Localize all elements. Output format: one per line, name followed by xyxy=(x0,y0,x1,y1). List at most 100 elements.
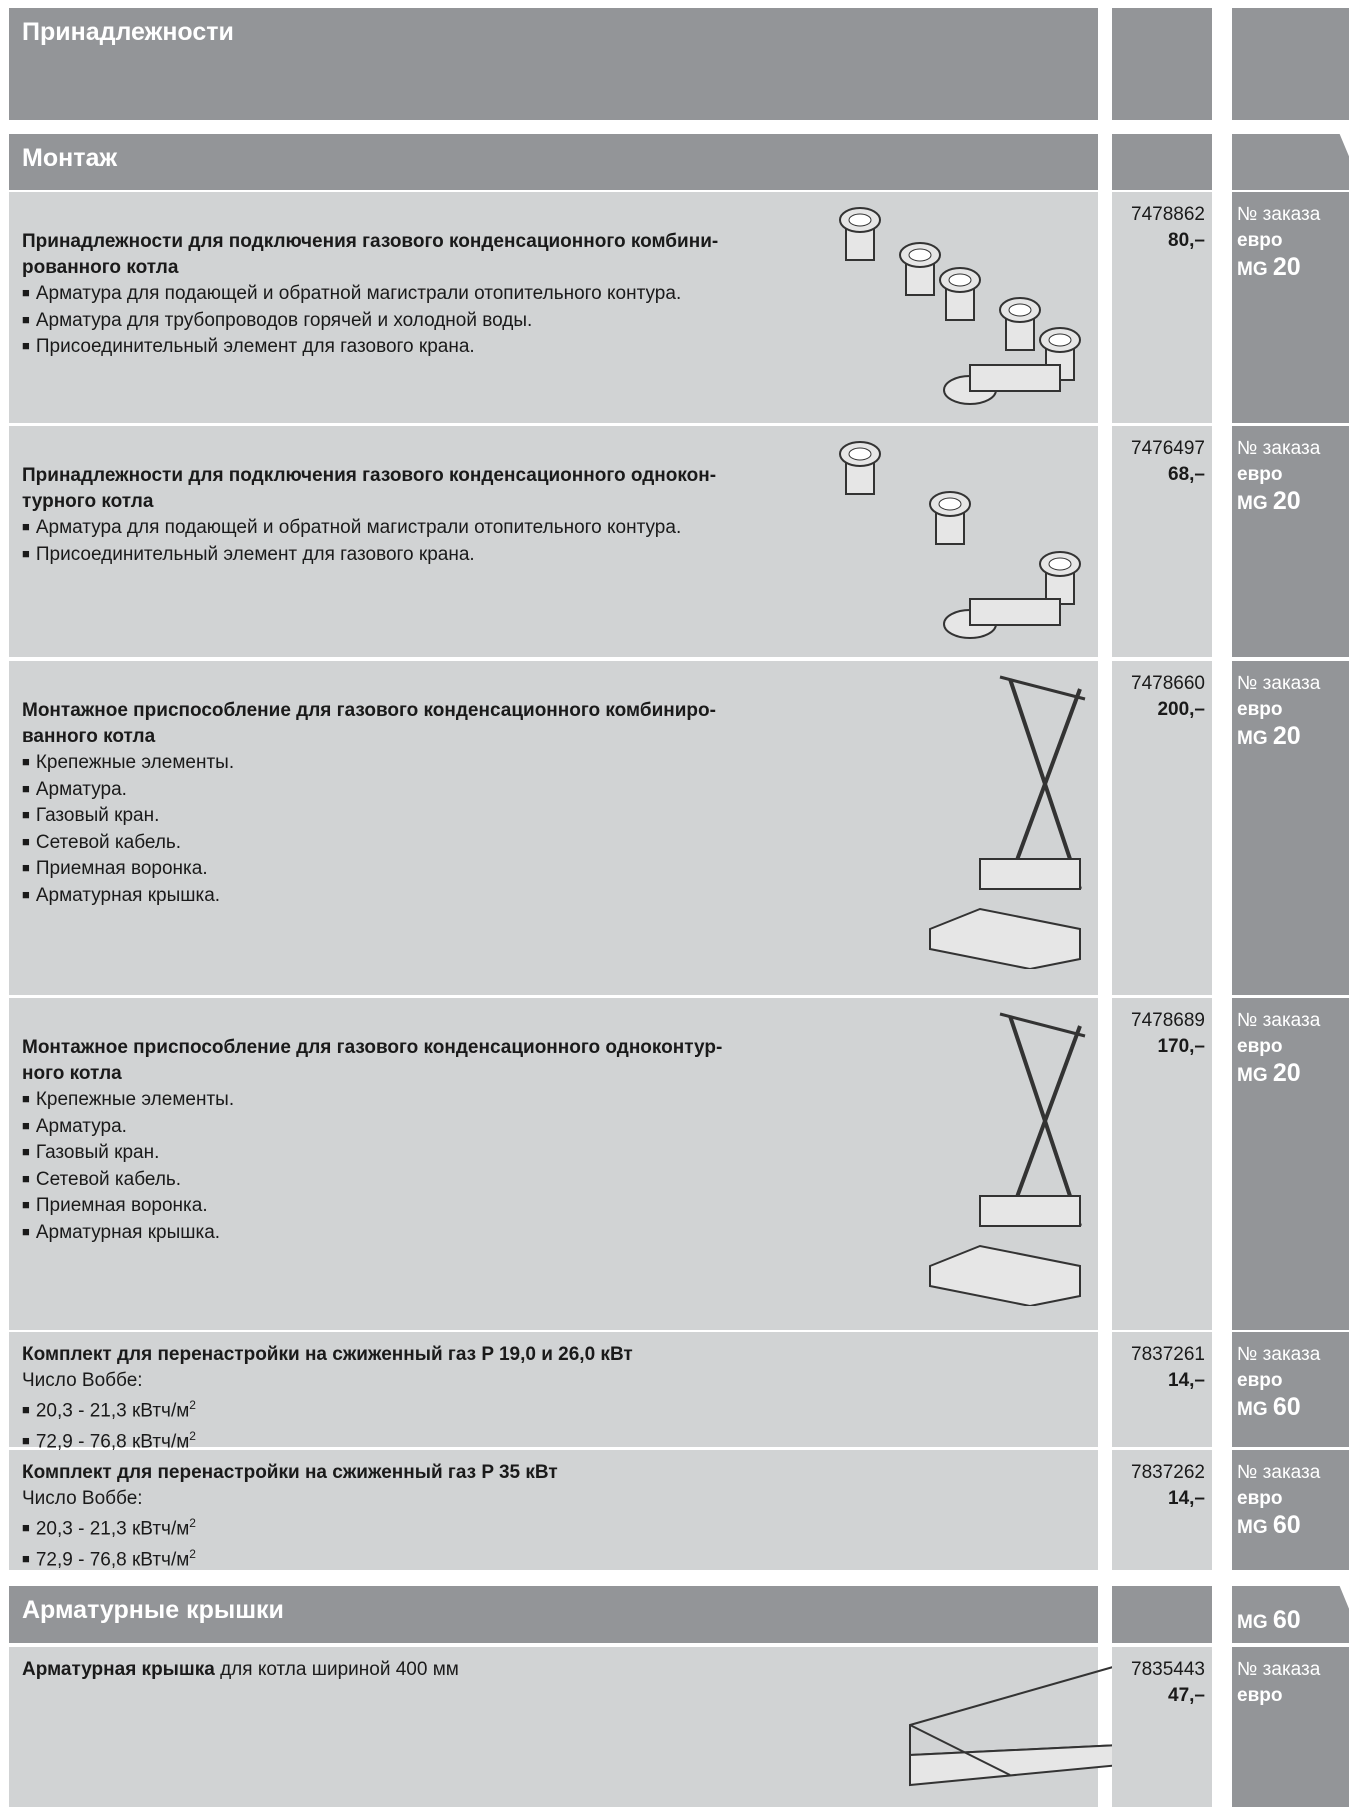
order-label: № заказа xyxy=(1237,1659,1321,1680)
bullet: 72,9 - 76,8 кВтч/м2 xyxy=(22,1424,1098,1455)
price: 68,– xyxy=(1168,463,1205,485)
item-line: Число Воббе: xyxy=(22,1369,143,1391)
bullet-text: Арматурная крышка. xyxy=(35,884,221,906)
order-cell: 7835443 47,– xyxy=(1112,1647,1212,1807)
item: Комплект для перенастройки на сжиженный … xyxy=(9,1450,1098,1570)
section-header-cell xyxy=(1112,1586,1212,1643)
price: 170,– xyxy=(1157,1035,1205,1057)
mg: MG 20 xyxy=(1237,722,1349,752)
order-label: № заказа xyxy=(1237,438,1321,459)
mg-value: 60 xyxy=(1272,1511,1301,1539)
illustration xyxy=(839,441,1081,639)
section-header-cell xyxy=(1112,134,1212,190)
item-title: Принадлежности для подключения газового … xyxy=(22,463,1098,514)
superscript: 2 xyxy=(189,1546,196,1561)
mg-label: MG xyxy=(1237,1517,1268,1538)
illustration xyxy=(839,207,1081,405)
bullet: Приемная воронка. xyxy=(22,855,1098,882)
meta-cell: № заказа евро MG 20 xyxy=(1232,426,1349,657)
bullet: Крепежные элементы. xyxy=(22,1086,1098,1113)
bullet-text: Газовый кран. xyxy=(35,1142,160,1163)
bullet: Сетевой кабель. xyxy=(22,829,1098,856)
item-title: Монтажное приспособление для газового ко… xyxy=(22,698,1098,749)
mg-value: 60 xyxy=(1272,1606,1301,1634)
mg-value: 60 xyxy=(1272,1393,1301,1421)
mg-value: 20 xyxy=(1272,722,1301,750)
order-number: 7835443 xyxy=(1131,1659,1205,1680)
item-title-rest: для котла шириной 400 мм xyxy=(214,1659,459,1680)
order-number: 7478689 xyxy=(1131,1010,1205,1031)
order-label: № заказа xyxy=(1237,204,1321,225)
mg: MG 20 xyxy=(1237,488,1349,517)
order-number: 7837262 xyxy=(1131,1462,1205,1483)
bullet: Газовый кран. xyxy=(22,802,1098,829)
superscript: 2 xyxy=(189,1428,196,1443)
mg: MG 60 xyxy=(1237,1393,1349,1423)
order-label: № заказа xyxy=(1237,1462,1321,1483)
bullet: Присоединительный элемент для газового к… xyxy=(22,333,1098,360)
item-title: Арматурная крышка для котла шириной 400 … xyxy=(22,1657,1098,1683)
meta-cell: № заказа евро MG 60 xyxy=(1232,1450,1349,1570)
meta-cell: № заказа евро MG 20 xyxy=(1232,998,1349,1330)
bullet-text: Крепежные элементы. xyxy=(35,1089,235,1110)
meta-cell: № заказа евро MG 20 xyxy=(1232,661,1349,995)
mg: MG 20 xyxy=(1237,1059,1349,1089)
item-title-bold: Принадлежности для подключения газового … xyxy=(22,231,719,278)
bullet-text: 72,9 - 76,8 кВтч/м xyxy=(35,1431,190,1453)
item-title: Монтажное приспособление для газового ко… xyxy=(22,1035,1098,1086)
mg-label: MG xyxy=(1237,259,1268,280)
meta-cell: № заказа евро MG 60 xyxy=(1232,1332,1349,1447)
item-title-bold: Комплект для перенастройки на сжиженный … xyxy=(22,1344,633,1365)
mg-value: 20 xyxy=(1272,253,1301,281)
bullet-text: Арматура. xyxy=(35,1115,127,1137)
meta-cell: № заказа евро MG 20 xyxy=(1232,192,1349,423)
bullet-text: Арматура для подающей и обратной магистр… xyxy=(35,517,682,538)
mg-label: MG xyxy=(1237,1612,1268,1633)
bullet: 20,3 - 21,3 кВтч/м2 xyxy=(22,1393,1098,1424)
order-number: 7837261 xyxy=(1131,1344,1205,1365)
bullet-text: Арматура для подающей и обратной магистр… xyxy=(35,283,682,304)
bullet: Арматура для подающей и обратной магистр… xyxy=(22,514,1098,541)
order-number: 7478660 xyxy=(1131,673,1205,694)
bullet: Присоединительный элемент для газового к… xyxy=(22,541,1098,568)
bullet-text: 20,3 - 21,3 кВтч/м xyxy=(35,1400,190,1422)
bullet-text: 72,9 - 76,8 кВтч/м xyxy=(35,1549,190,1571)
bullet: Приемная воронка. xyxy=(22,1192,1098,1219)
bullet: Арматурная крышка. xyxy=(22,1219,1098,1246)
mg-label: MG xyxy=(1237,493,1268,514)
bullet-text: Сетевой кабель. xyxy=(35,1168,182,1190)
price: 200,– xyxy=(1157,698,1205,720)
mg-value: 20 xyxy=(1272,1059,1301,1087)
order-cell: 7478862 80,– xyxy=(1112,192,1212,423)
bullet-text: Сетевой кабель. xyxy=(35,831,182,853)
mg: MG 60 xyxy=(1237,1511,1349,1541)
page-header: Принадлежности xyxy=(9,8,1098,120)
section-header-cell xyxy=(1232,134,1349,190)
page-title: Принадлежности xyxy=(22,18,234,46)
bullet: Арматура. xyxy=(22,1113,1098,1140)
order-cell: 7478660 200,– xyxy=(1112,661,1212,995)
bullet: Арматура для подающей и обратной магистр… xyxy=(22,280,1098,307)
currency: евро xyxy=(1237,1684,1283,1706)
order-cell: 7837261 14,– xyxy=(1112,1332,1212,1447)
bullet: Крепежные элементы. xyxy=(22,749,1098,776)
item-title-bold: Арматурная крышка xyxy=(22,1659,215,1680)
order-label: № заказа xyxy=(1237,673,1321,694)
currency: евро xyxy=(1237,463,1283,485)
order-cell: 7476497 68,– xyxy=(1112,426,1212,657)
superscript: 2 xyxy=(189,1516,196,1530)
item: Монтажное приспособление для газового ко… xyxy=(9,661,1098,995)
bullet-text: Арматура. xyxy=(35,778,127,800)
section-title: Арматурные крышки xyxy=(22,1596,284,1624)
item-line: Число Воббе: xyxy=(22,1487,143,1509)
bullet: Арматура для трубопроводов горячей и хол… xyxy=(22,307,1098,334)
price: 47,– xyxy=(1168,1684,1205,1706)
bullet-text: Газовый кран. xyxy=(35,805,160,826)
illustration xyxy=(929,675,1086,969)
bullet-text: Приемная воронка. xyxy=(35,858,208,879)
meta-cell: № заказа евро xyxy=(1232,1647,1349,1807)
bullet-text: Арматурная крышка. xyxy=(35,1221,221,1243)
item-title: Комплект для перенастройки на сжиженный … xyxy=(22,1460,1098,1486)
bullet-text: Крепежные элементы. xyxy=(35,752,235,773)
